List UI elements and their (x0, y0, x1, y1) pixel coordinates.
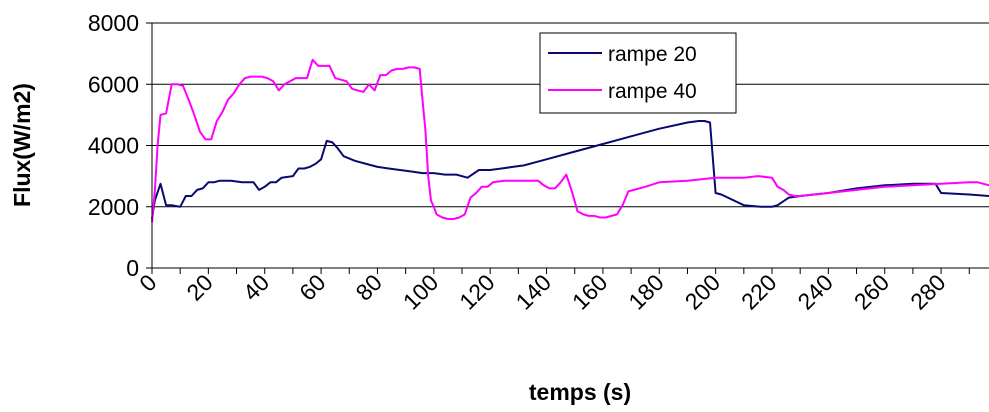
legend: rampe 20 rampe 40 (539, 32, 737, 114)
y-axis-title: Flux(W/m2) (9, 83, 35, 207)
x-tick-label-120: 120 (454, 269, 500, 315)
x-tick-label-160: 160 (567, 269, 613, 315)
y-tick-label-0: 0 (126, 255, 139, 281)
x-tick-label-220: 220 (736, 269, 782, 315)
y-tick-label-2000: 2000 (88, 194, 139, 220)
x-tick-label-80: 80 (351, 269, 387, 305)
series-lines (151, 58, 989, 223)
legend-box (539, 32, 737, 114)
x-tick-label-20: 20 (181, 269, 217, 305)
series-line-rampe-20 (151, 120, 989, 220)
x-tick-label-60: 60 (294, 269, 330, 305)
x-tick-label-260: 260 (849, 269, 895, 315)
x-tick-label-240: 240 (792, 269, 838, 315)
x-tick-label-180: 180 (623, 269, 669, 315)
x-axis-title: temps (s) (529, 379, 631, 405)
x-tick-label-0: 0 (134, 269, 161, 296)
x-tick-label-40: 40 (238, 269, 274, 305)
x-tick-label-280: 280 (905, 269, 951, 315)
x-tick-label-100: 100 (398, 269, 444, 315)
legend-label-rampe-20: rampe 20 (608, 43, 697, 66)
x-tick-label-140: 140 (511, 269, 557, 315)
series-line-rampe-40 (151, 58, 989, 223)
y-tick-labels: 0 2000 4000 6000 8000 (88, 10, 152, 281)
x-tick-label-200: 200 (680, 269, 726, 315)
y-tick-label-4000: 4000 (88, 133, 139, 159)
y-tick-label-6000: 6000 (88, 71, 139, 97)
legend-label-rampe-40: rampe 40 (608, 80, 697, 103)
x-tick-labels: 0 20 40 60 80 100 120 140 160 180 200 220 240 260 280 (134, 268, 970, 315)
y-tick-label-8000: 8000 (88, 10, 139, 36)
